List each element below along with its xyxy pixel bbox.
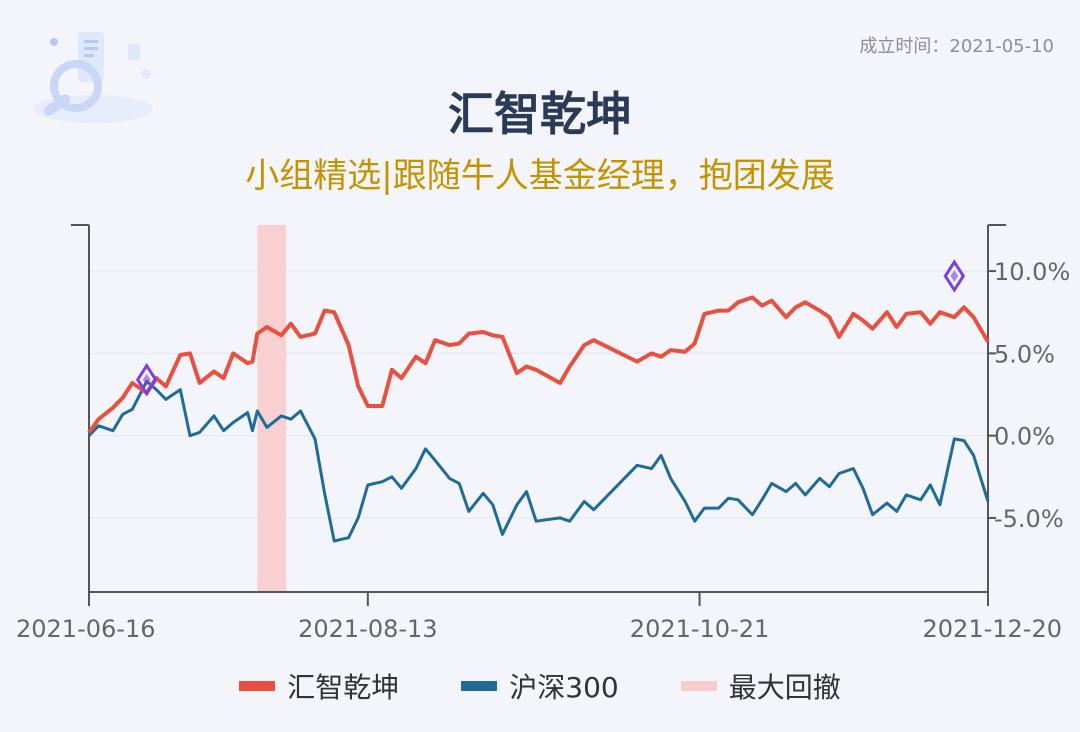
legend-label-drawdown: 最大回撤 bbox=[728, 671, 841, 704]
diamond-marker-inner bbox=[950, 270, 959, 283]
legend-item-index: 沪深300 bbox=[461, 666, 619, 706]
legend-item-drawdown: 最大回撤 bbox=[680, 666, 841, 706]
x-tick-label: 2021-06-16 bbox=[16, 615, 155, 643]
legend-swatch-drawdown bbox=[680, 681, 717, 691]
page-subtitle: 小组精选|跟随牛人基金经理，抱团发展 bbox=[245, 156, 835, 196]
logo-illustration bbox=[18, 14, 168, 134]
diamond-marker-outer bbox=[943, 259, 966, 293]
legend-label-fund: 汇智乾坤 bbox=[287, 671, 400, 704]
performance-chart: 10.0% 5.0% 0.0% -5.0% 2021-06-16 2021-08-13 2… bbox=[16, 224, 1070, 643]
page-title: 汇智乾坤 bbox=[448, 87, 632, 141]
y-tick-label: 0.0% bbox=[994, 423, 1055, 451]
y-tick-label: 10.0% bbox=[994, 258, 1070, 286]
diamond-marker-inner bbox=[142, 373, 151, 386]
x-tick-label: 2021-10-21 bbox=[630, 615, 769, 643]
x-tick-label: 2021-08-13 bbox=[298, 615, 437, 643]
y-tick-label: 5.0% bbox=[994, 340, 1055, 368]
series-line-index bbox=[87, 379, 990, 543]
legend-swatch-index bbox=[461, 681, 498, 691]
diamond-marker-outer bbox=[135, 362, 158, 397]
drawdown-band bbox=[257, 225, 287, 592]
y-tick-label: -5.0% bbox=[994, 505, 1064, 533]
legend-label-index: 沪深300 bbox=[509, 671, 619, 704]
legend-item-fund: 汇智乾坤 bbox=[239, 666, 399, 706]
x-tick-label: 2021-12-20 bbox=[923, 615, 1062, 643]
diamond-marker bbox=[135, 362, 158, 397]
establish-date: 成立时间：2021-05-10 bbox=[859, 36, 1054, 57]
series-line-fund bbox=[87, 295, 990, 434]
legend-swatch-fund bbox=[239, 681, 276, 691]
chart-legend: 汇智乾坤 沪深300 最大回撤 bbox=[0, 666, 1080, 706]
diamond-marker bbox=[943, 259, 966, 293]
